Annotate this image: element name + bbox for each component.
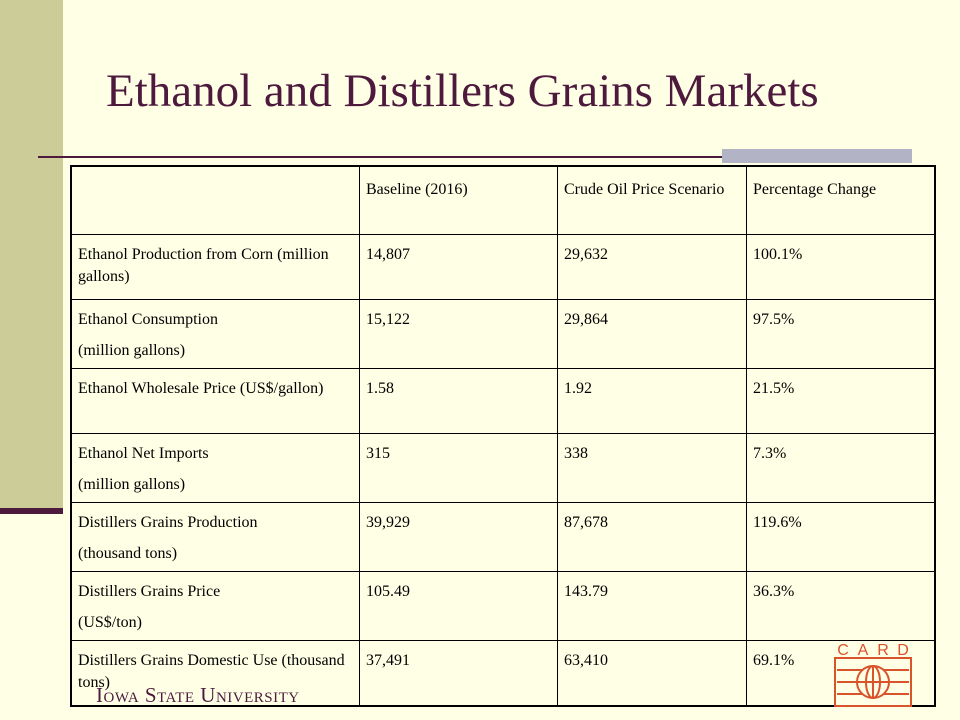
side-band (0, 0, 63, 510)
change-cell: 69.1% (746, 640, 936, 707)
card-letter: C (837, 642, 849, 659)
baseline-cell: 105.49 (359, 571, 558, 641)
change-cell: 119.6% (746, 502, 936, 572)
scenario-cell: 63,410 (557, 640, 747, 707)
row-label-cell: Ethanol Production from Corn (million ga… (70, 234, 360, 300)
card-letter: D (897, 642, 909, 659)
table-row: Ethanol Consumption (million gallons) 15,1… (70, 299, 936, 369)
side-accent-line (0, 508, 63, 514)
table-row: Distillers Grains Price (US$/ton) 105.49 14… (70, 571, 936, 641)
scenario-cell: 338 (557, 433, 747, 503)
scenario-cell: 29,864 (557, 299, 747, 369)
row-label-line: Distillers Grains Domestic Use (thousand… (78, 652, 345, 691)
scenario-cell: 143.79 (557, 571, 747, 641)
table-row: Ethanol Wholesale Price (US$/gallon) 1.58… (70, 368, 936, 434)
row-label-line: Ethanol Wholesale Price (US$/gallon) (78, 380, 324, 397)
row-label-line: Distillers Grains Price (78, 583, 221, 600)
row-label-line: Ethanol Net Imports (78, 445, 209, 462)
baseline-cell: 15,122 (359, 299, 558, 369)
change-cell: 97.5% (746, 299, 936, 369)
change-cell: 7.3% (746, 433, 936, 503)
baseline-cell: 37,491 (359, 640, 558, 707)
scenario-cell: 87,678 (557, 502, 747, 572)
row-label-line: Distillers Grains Production (78, 514, 258, 531)
row-label-cell: Distillers Grains Price (US$/ton) (70, 571, 360, 641)
title-divider (38, 156, 724, 158)
header-cell-scenario: Crude Oil Price Scenario (557, 165, 747, 235)
table-row: Distillers Grains Production (thousand to… (70, 502, 936, 572)
university-wordmark: Iowa State University (96, 683, 300, 708)
baseline-cell: 14,807 (359, 234, 558, 300)
table-row: Ethanol Production from Corn (million ga… (70, 234, 936, 300)
row-label-cell: Ethanol Consumption (million gallons) (70, 299, 360, 369)
row-label-line: (thousand tons) (78, 545, 178, 562)
card-letter: A (858, 642, 869, 659)
gray-accent-bar (722, 149, 912, 163)
change-cell: 36.3% (746, 571, 936, 641)
header-cell-empty (70, 165, 360, 235)
scenario-cell: 29,632 (557, 234, 747, 300)
baseline-cell: 315 (359, 433, 558, 503)
header-cell-baseline: Baseline (2016) (359, 165, 558, 235)
row-label-cell: Ethanol Net Imports (million gallons) (70, 433, 360, 503)
row-label-line: (US$/ton) (78, 614, 142, 631)
baseline-cell: 39,929 (359, 502, 558, 572)
row-label-line: Ethanol Production from Corn (million ga… (78, 246, 329, 285)
markets-table: Baseline (2016) Crude Oil Price Scenario… (70, 165, 936, 707)
row-label-line: (million gallons) (78, 342, 186, 359)
row-label-cell: Distillers Grains Production (thousand to… (70, 502, 360, 572)
table-row: Distillers Grains Domestic Use (thousand… (70, 640, 936, 707)
card-letter: R (877, 642, 889, 659)
slide-title: Ethanol and Distillers Grains Markets (106, 65, 819, 117)
change-cell: 100.1% (746, 234, 936, 300)
university-name: Iowa State University (96, 683, 300, 707)
row-label-cell: Distillers Grains Domestic Use (thousand… (70, 640, 360, 707)
header-cell-change: Percentage Change (746, 165, 936, 235)
baseline-cell: 1.58 (359, 368, 558, 434)
row-label-line: Ethanol Consumption (78, 311, 218, 328)
scenario-cell: 1.92 (557, 368, 747, 434)
row-label-cell: Ethanol Wholesale Price (US$/gallon) (70, 368, 360, 434)
change-cell: 21.5% (746, 368, 936, 434)
table-row: Ethanol Net Imports (million gallons) 315 3… (70, 433, 936, 503)
table-header-row: Baseline (2016) Crude Oil Price Scenario… (70, 165, 936, 235)
row-label-line: (million gallons) (78, 476, 186, 493)
